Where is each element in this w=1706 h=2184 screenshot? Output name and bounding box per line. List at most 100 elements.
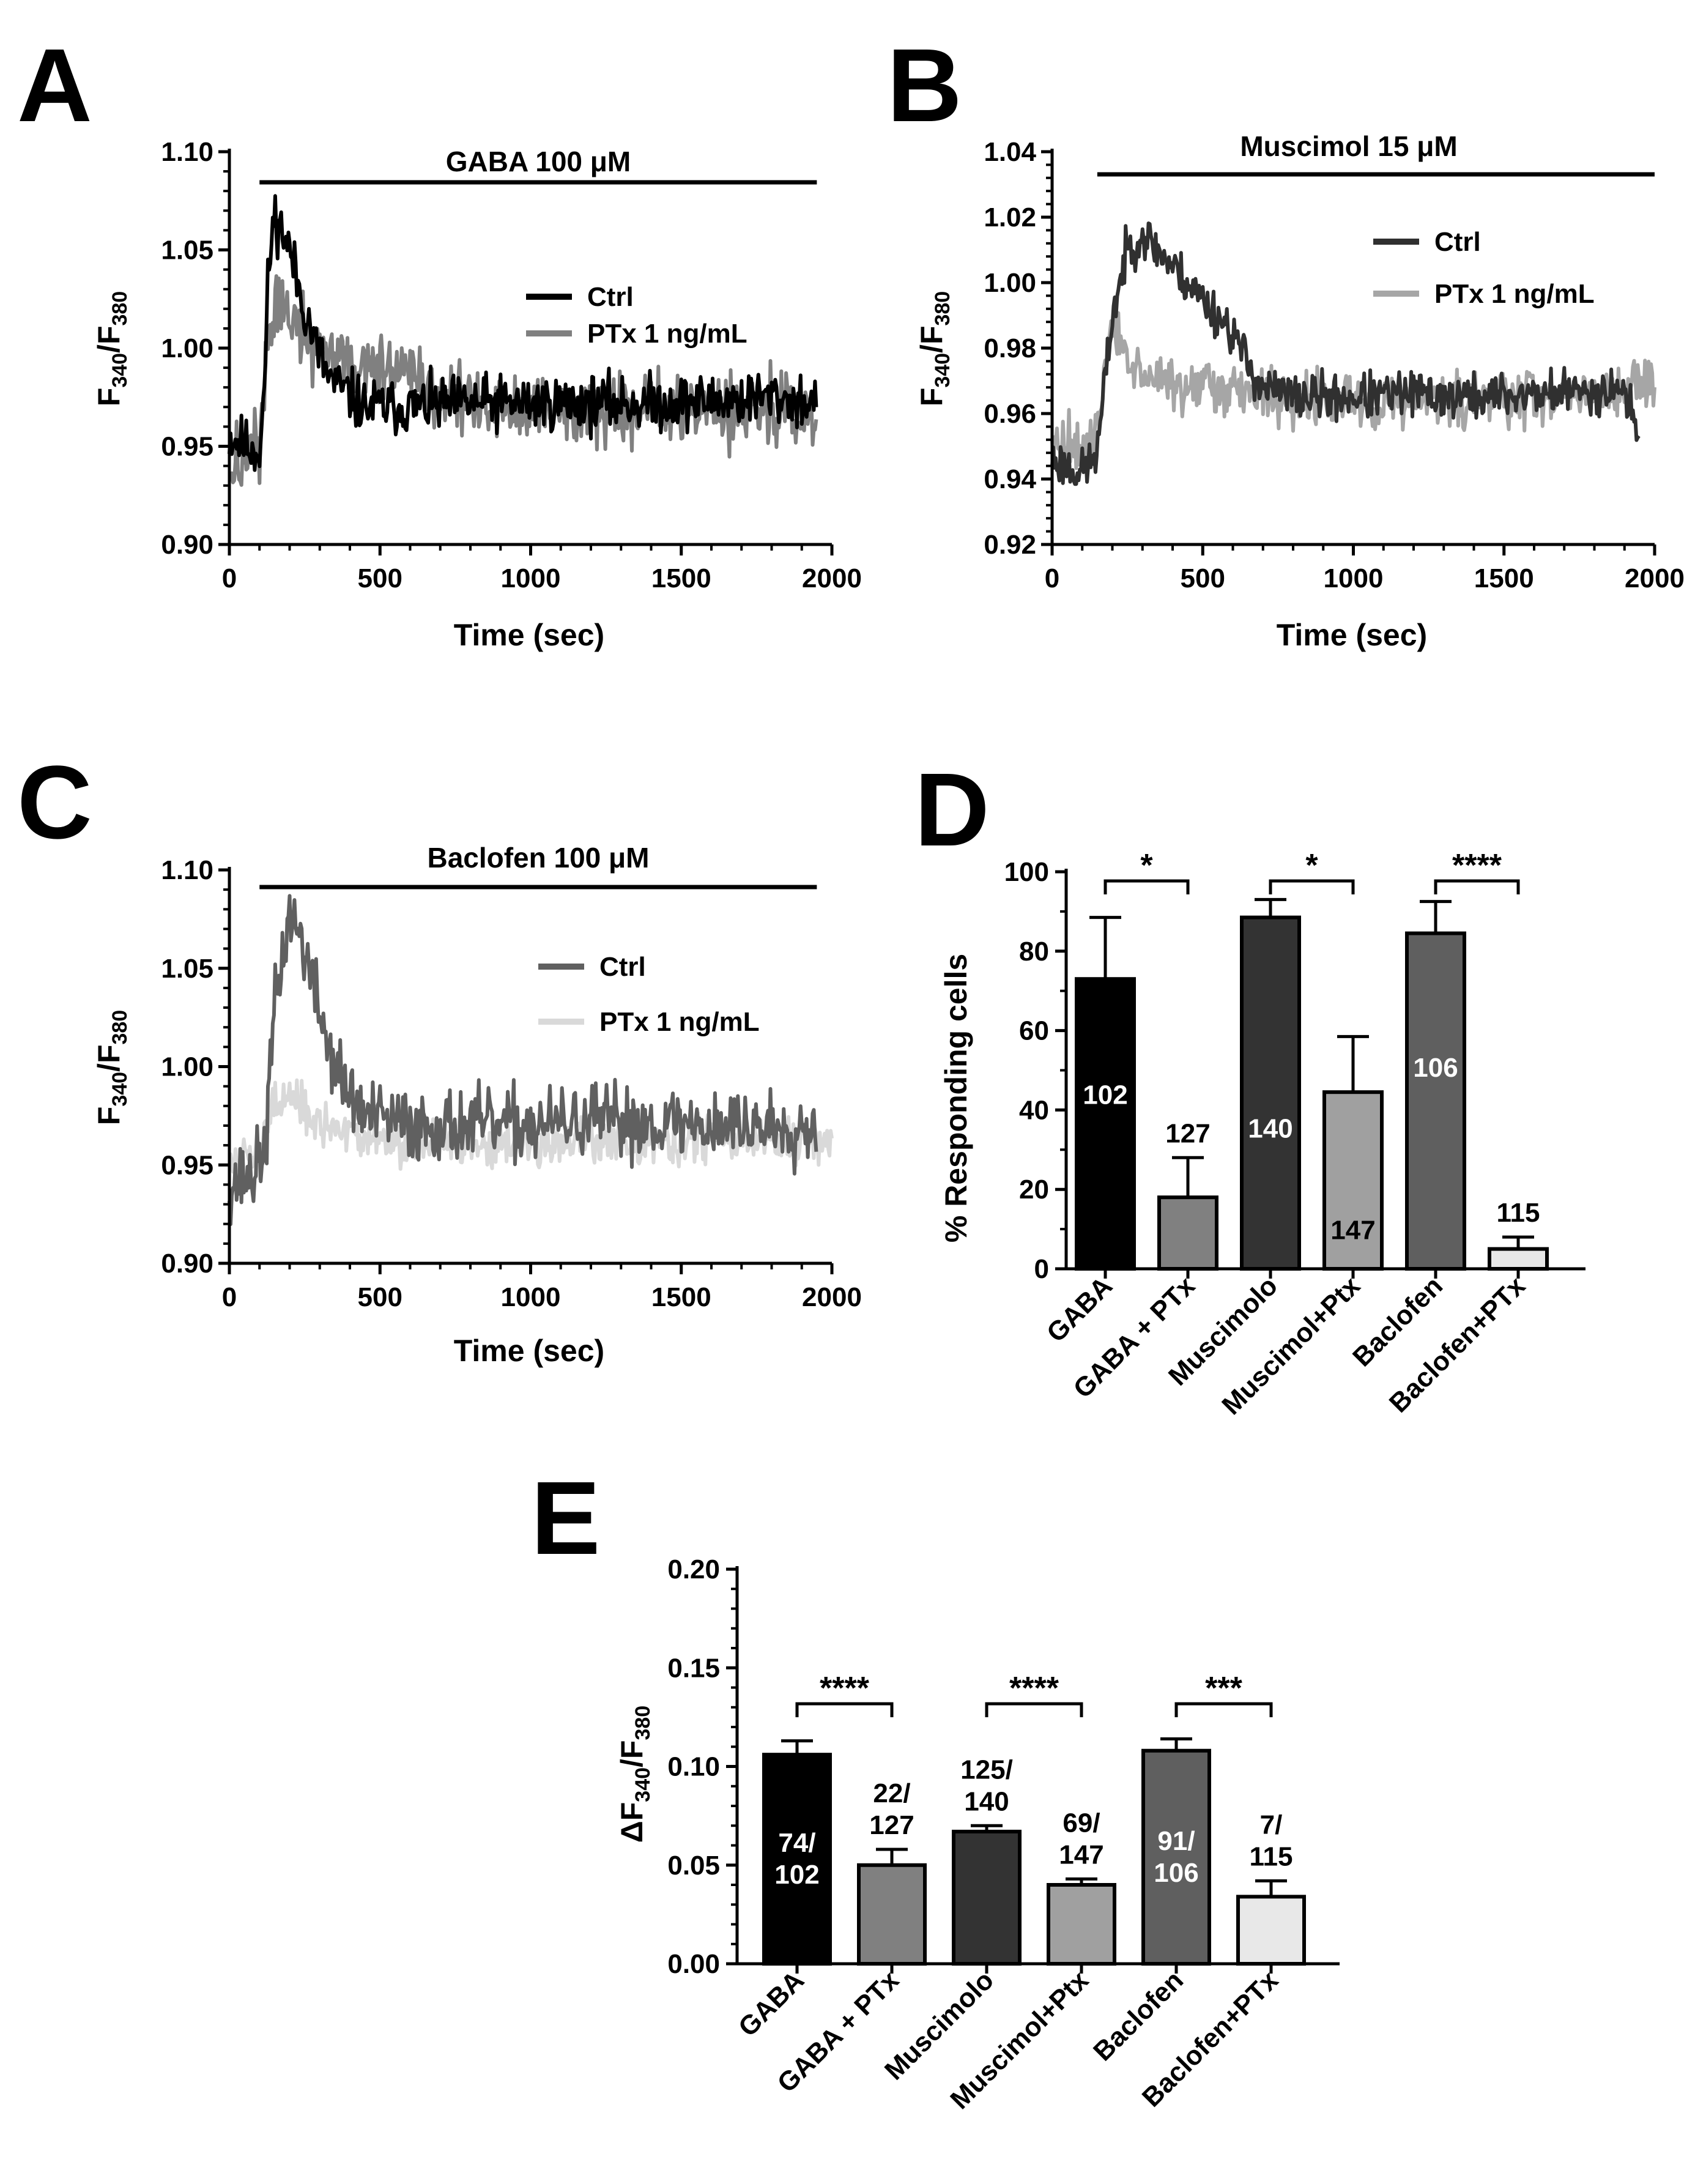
y-tick-label: 0.00	[667, 1949, 720, 1979]
x-tick-label: Baclofen	[1088, 1965, 1189, 2067]
legend-label: Ctrl	[587, 282, 634, 312]
bar-count-label: 74/	[778, 1828, 815, 1858]
y-axis-title: F340/F380	[92, 1010, 132, 1125]
y-tick-label: 0.10	[667, 1752, 720, 1782]
bar-count-label: 115	[1497, 1198, 1540, 1228]
y-tick-label: 1.00	[161, 333, 213, 363]
bar-count-label: 140	[964, 1786, 1009, 1816]
bar	[1236, 1895, 1306, 1966]
x-tick-label: 1000	[1324, 563, 1384, 593]
significance-bracket	[1103, 879, 1190, 894]
x-tick-label: 500	[358, 1282, 402, 1312]
y-tick-label: 1.00	[984, 268, 1036, 298]
bar-count-label: 125/	[960, 1755, 1013, 1785]
x-tick-label: 2000	[802, 1282, 862, 1312]
x-tick-label: 2000	[1625, 563, 1685, 593]
x-axis-title: Time (sec)	[1277, 618, 1427, 652]
y-axis-title: ΔF340/F380	[615, 1706, 655, 1843]
series-line	[228, 894, 818, 1227]
panel-e-bar-chart: 74/102 22/127 125/140 69/147 91/106 7/115 0.00…	[615, 1554, 1340, 2115]
y-axis-title: % Responding cells	[939, 954, 973, 1242]
y-tick-label: 0.96	[984, 399, 1036, 429]
y-tick-label: 80	[1019, 937, 1049, 967]
bar-count-label: 140	[1248, 1113, 1292, 1143]
bar	[1240, 915, 1301, 1271]
stimulus-label: GABA 100 μM	[446, 146, 631, 177]
y-tick-label: 0.05	[667, 1851, 720, 1881]
y-tick-label: 100	[1004, 857, 1049, 887]
y-tick-label: 1.04	[984, 137, 1036, 167]
x-axis-title: Time (sec)	[454, 1334, 604, 1368]
significance-bracket	[1174, 1702, 1273, 1717]
legend-label: PTx 1 ng/mL	[587, 319, 747, 349]
x-tick-label: 1500	[651, 563, 711, 593]
stimulus-label: Muscimol 15 μM	[1240, 130, 1457, 162]
bar	[1405, 931, 1466, 1271]
bar-count-label: 106	[1154, 1858, 1198, 1888]
y-tick-label: 0.95	[161, 432, 213, 462]
series-line	[228, 194, 818, 472]
y-axis-title: F340/F380	[92, 291, 132, 406]
y-tick-label: 0.94	[984, 464, 1036, 494]
significance-label: ****	[820, 1671, 870, 1706]
x-tick-label: Muscimol+Ptx	[1216, 1271, 1366, 1421]
x-tick-label: 1500	[1474, 563, 1534, 593]
significance-bracket	[1434, 879, 1520, 894]
bar	[1075, 977, 1136, 1271]
bar-count-label: 102	[1083, 1080, 1127, 1110]
bar	[857, 1863, 927, 1966]
bar-count-label: 147	[1330, 1215, 1375, 1245]
y-tick-label: 0.90	[161, 1249, 213, 1279]
panel-letter-d: D	[914, 752, 990, 868]
bar	[1322, 1090, 1384, 1271]
x-tick-label: 2000	[802, 563, 862, 593]
stimulus-label: Baclofen 100 μM	[427, 842, 649, 874]
y-tick-label: 0.92	[984, 530, 1036, 560]
legend-label: Ctrl	[1434, 227, 1481, 257]
panel-a-line-chart: 0.90 0.95 1.00 1.05 1.10 0 500 1000 1500 2000 Ctrl…	[92, 137, 862, 652]
x-axis-title: Time (sec)	[454, 618, 604, 652]
y-tick-label: 1.02	[984, 202, 1036, 232]
panel-c-line-chart: 0.90 0.95 1.00 1.05 1.10 0 500 1000 1500 2000 Ctrl…	[92, 842, 862, 1368]
y-tick-label: 0.20	[667, 1554, 720, 1584]
significance-label: ****	[1452, 848, 1502, 883]
x-tick-label: 1000	[501, 563, 561, 593]
bar-count-label: 91/	[1157, 1826, 1195, 1856]
bar-count-label: 106	[1413, 1053, 1458, 1083]
y-tick-label: 1.10	[161, 137, 213, 167]
significance-label: ****	[1009, 1671, 1059, 1706]
x-tick-label: 1500	[651, 1282, 711, 1312]
bar-count-label: 127	[869, 1810, 914, 1840]
panel-letter-e: E	[531, 1460, 600, 1577]
significance-label: *	[1305, 848, 1318, 883]
series-line	[1050, 221, 1641, 486]
panel-letter-c: C	[17, 745, 92, 861]
bar-count-label: 102	[774, 1860, 819, 1890]
significance-bracket	[985, 1702, 1083, 1717]
legend-label: Ctrl	[599, 952, 646, 982]
bar-count-label: 127	[1165, 1118, 1210, 1148]
x-tick-label: 0	[222, 563, 237, 593]
legend-label: PTx 1 ng/mL	[1434, 279, 1595, 309]
series-line	[229, 274, 818, 487]
bar	[1488, 1247, 1549, 1271]
bar	[1047, 1883, 1116, 1966]
y-tick-label: 0.95	[161, 1150, 213, 1180]
y-tick-label: 1.05	[161, 954, 213, 984]
bar-count-label: 22/	[873, 1778, 910, 1808]
bar	[1157, 1195, 1218, 1271]
significance-label: ***	[1205, 1671, 1242, 1706]
y-tick-label: 1.10	[161, 855, 213, 885]
bar	[952, 1829, 1022, 1966]
x-tick-label: 1000	[501, 1282, 561, 1312]
x-tick-label: 0	[1045, 563, 1059, 593]
x-tick-label: GABA	[1041, 1271, 1118, 1348]
bar-count-label: 69/	[1063, 1808, 1100, 1838]
y-tick-label: 0	[1034, 1254, 1049, 1284]
x-tick-label: GABA	[733, 1965, 810, 2042]
y-tick-label: 0.15	[667, 1653, 720, 1683]
significance-bracket	[795, 1702, 894, 1717]
y-tick-label: 0.98	[984, 333, 1036, 363]
